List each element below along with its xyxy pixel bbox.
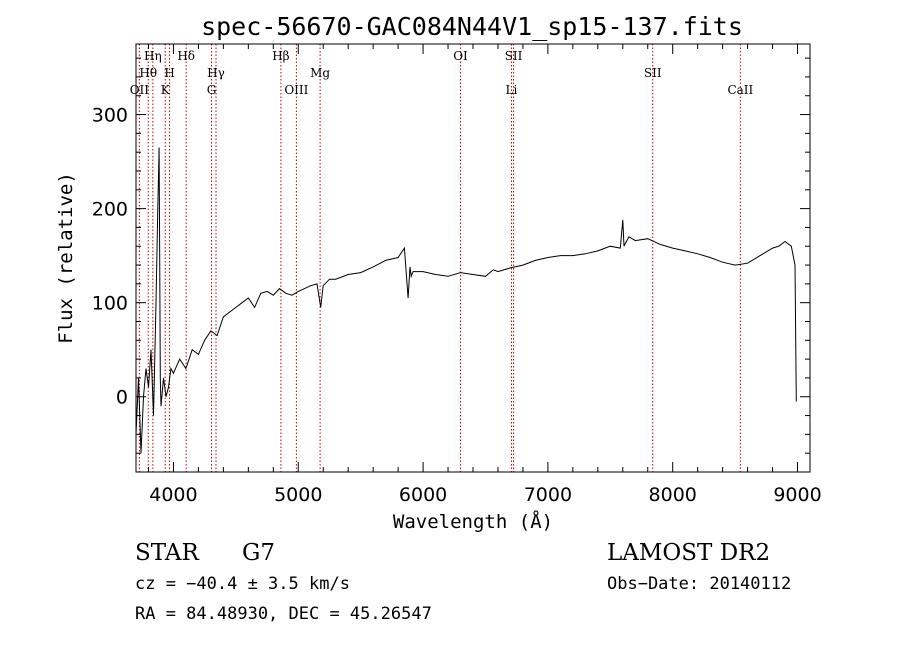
- y-axis-ticks: 0 100 200 300: [92, 57, 810, 454]
- line-id-label: Hβ: [272, 49, 289, 63]
- line-id-label: SII: [505, 49, 523, 63]
- x-axis-label: Wavelength (Å): [393, 510, 553, 533]
- line-id-label: Hδ: [177, 49, 195, 63]
- x-axis-ticks: 4000 5000 6000 7000 8000 9000: [147, 44, 822, 506]
- line-id-label: Hη: [144, 49, 162, 63]
- line-id-label: OIII: [284, 83, 308, 97]
- line-id-label: Hθ: [139, 66, 157, 80]
- y-tick-label: 200: [92, 199, 128, 221]
- line-id-label: Hγ: [207, 66, 225, 80]
- coordinates: RA = 84.48930, DEC = 45.26547: [135, 604, 432, 624]
- spectrum-line: [135, 147, 797, 454]
- y-tick-label: 0: [116, 387, 128, 409]
- x-tick-label: 5000: [274, 484, 322, 506]
- obs-date: Obs−Date: 20140112: [607, 574, 791, 594]
- line-id-label: CaII: [727, 83, 753, 97]
- line-id-label: G: [207, 83, 217, 97]
- line-id-label: SII: [644, 66, 662, 80]
- x-tick-label: 6000: [399, 484, 447, 506]
- line-id-label: K: [161, 83, 171, 97]
- line-id-label: Mg: [310, 66, 330, 80]
- chart-title: spec-56670-GAC084N44V1_sp15-137.fits: [201, 12, 743, 41]
- object-subclass: G7: [242, 540, 275, 566]
- x-tick-label: 9000: [773, 484, 821, 506]
- line-id-label: OII: [130, 83, 150, 97]
- line-id-label: OI: [453, 49, 468, 63]
- line-markers: [138, 44, 741, 472]
- spectrum-series: [135, 147, 797, 454]
- y-axis-label: Flux (relative): [55, 172, 77, 344]
- y-tick-label: 100: [92, 293, 128, 315]
- line-id-label: H: [164, 66, 174, 80]
- plot-frame: [135, 43, 811, 473]
- y-tick-label: 300: [92, 105, 128, 127]
- x-tick-label: 4000: [149, 484, 197, 506]
- x-tick-label: 7000: [524, 484, 572, 506]
- survey-name: LAMOST DR2: [607, 540, 770, 566]
- object-class: STAR: [135, 540, 199, 566]
- x-tick-label: 8000: [649, 484, 697, 506]
- cz-value: cz = −40.4 ± 3.5 km/s: [135, 574, 350, 594]
- line-id-label: Li: [506, 83, 518, 97]
